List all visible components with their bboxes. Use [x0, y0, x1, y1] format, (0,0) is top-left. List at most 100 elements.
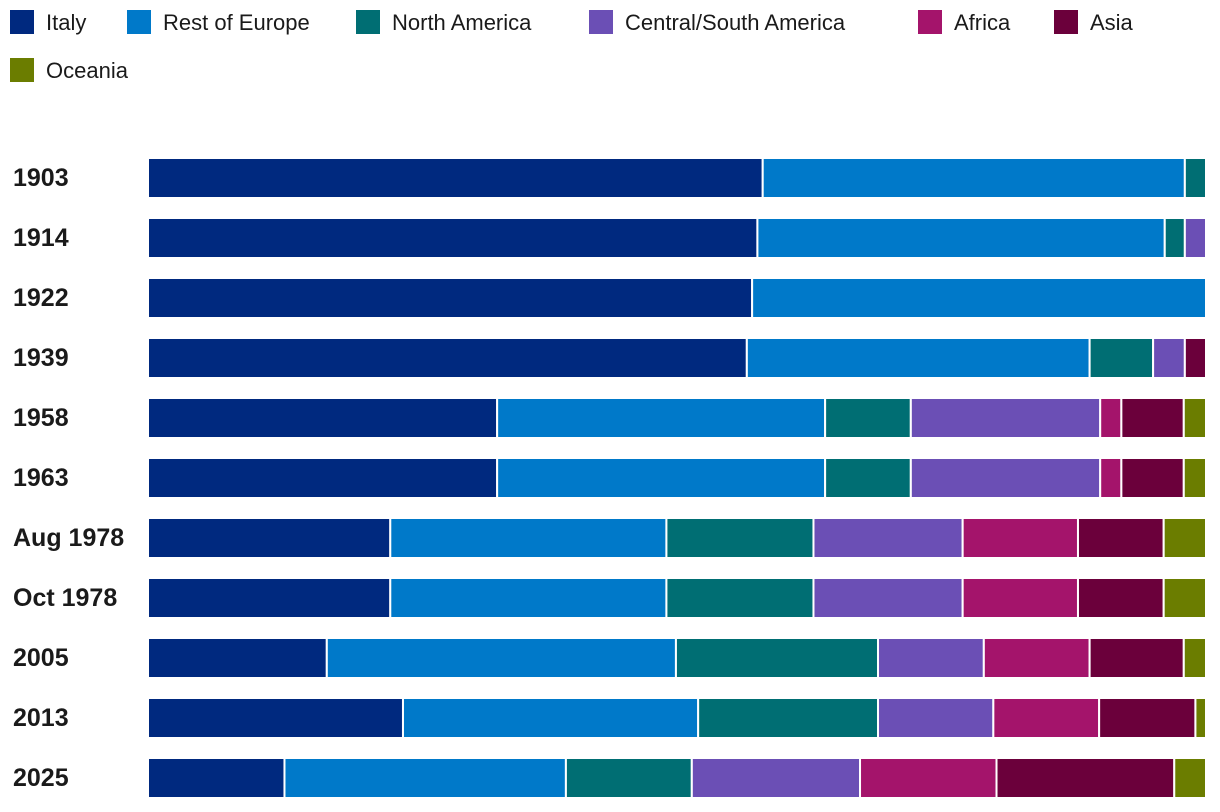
bar-segment-2025-central-south-america — [690, 757, 862, 799]
bar-segment-1914-north-america — [1163, 217, 1186, 259]
bar-segment-1963-africa — [1099, 457, 1123, 499]
bar-segment-2013-italy — [147, 697, 404, 739]
bar-segment-2013-oceania — [1194, 697, 1208, 739]
legend-swatch-central-south-america — [589, 10, 613, 34]
bar-segment-1958-africa — [1099, 397, 1123, 439]
bar-segment-1903-rest-of-europe — [761, 157, 1186, 199]
legend-label-africa: Africa — [954, 10, 1011, 35]
bar-segment-1963-rest-of-europe — [496, 457, 827, 499]
bar-segment-aug-1978-rest-of-europe — [389, 517, 668, 559]
bar-segment-2013-north-america — [697, 697, 880, 739]
legend-item-oceania: Oceania — [10, 58, 129, 83]
legend-item-africa: Africa — [918, 10, 1011, 35]
bar-row-1914 — [147, 217, 1207, 259]
row-label-1939: 1939 — [13, 344, 69, 372]
bar-segment-1903-north-america — [1183, 157, 1207, 199]
bar-segment-2025-asia — [995, 757, 1176, 799]
bar-segment-1958-north-america — [824, 397, 912, 439]
bars — [147, 157, 1208, 799]
row-label-1958: 1958 — [13, 404, 69, 432]
bar-row-2013 — [147, 697, 1208, 739]
legend-swatch-rest-of-europe — [127, 10, 151, 34]
bar-row-aug-1978 — [147, 517, 1208, 559]
bar-segment-2025-rest-of-europe — [283, 757, 567, 799]
legend-item-asia: Asia — [1054, 10, 1134, 35]
bar-segment-2005-asia — [1088, 637, 1185, 679]
bar-segment-aug-1978-italy — [147, 517, 392, 559]
bar-segment-oct-1978-rest-of-europe — [389, 577, 668, 619]
bar-segment-oct-1978-oceania — [1162, 577, 1208, 619]
bar-segment-1914-rest-of-europe — [756, 217, 1166, 259]
bar-segment-2005-rest-of-europe — [325, 637, 677, 679]
legend-swatch-africa — [918, 10, 942, 34]
bar-segment-1914-central-south-america — [1183, 217, 1207, 259]
bar-segment-1939-italy — [147, 337, 748, 379]
bar-segment-1903-italy — [147, 157, 764, 199]
bar-segment-1963-asia — [1120, 457, 1185, 499]
legend-label-italy: Italy — [46, 10, 86, 35]
bar-segment-1922-rest-of-europe — [751, 277, 1207, 319]
row-label-2025: 2025 — [13, 764, 69, 792]
bar-row-1963 — [147, 457, 1208, 499]
bar-segment-2005-north-america — [674, 637, 880, 679]
row-label-1963: 1963 — [13, 464, 69, 492]
legend-label-north-america: North America — [392, 10, 532, 35]
legend-item-rest-of-europe: Rest of Europe — [127, 10, 310, 35]
bar-row-oct-1978 — [147, 577, 1208, 619]
bar-segment-2005-italy — [147, 637, 328, 679]
bar-segment-oct-1978-africa — [961, 577, 1079, 619]
legend-swatch-italy — [10, 10, 34, 34]
bar-segment-1958-italy — [147, 397, 499, 439]
legend-label-asia: Asia — [1090, 10, 1134, 35]
bar-segment-oct-1978-asia — [1076, 577, 1165, 619]
bar-segment-2013-asia — [1098, 697, 1197, 739]
legend-item-central-south-america: Central/South America — [589, 10, 846, 35]
bar-segment-1939-north-america — [1088, 337, 1155, 379]
bar-segment-1958-asia — [1120, 397, 1185, 439]
bar-segment-1939-central-south-america — [1152, 337, 1186, 379]
legend: Italy Rest of Europe North America Central/… — [10, 10, 1134, 83]
bar-segment-1963-oceania — [1182, 457, 1208, 499]
bar-row-2005 — [147, 637, 1208, 679]
row-label-aug-1978: Aug 1978 — [13, 524, 124, 552]
bar-segment-2025-italy — [147, 757, 286, 799]
bar-row-1939 — [147, 337, 1207, 379]
legend-swatch-oceania — [10, 58, 34, 82]
row-label-1922: 1922 — [13, 284, 69, 312]
bar-segment-2025-north-america — [564, 757, 693, 799]
legend-label-central-south-america: Central/South America — [625, 10, 846, 35]
bar-segment-2005-africa — [982, 637, 1091, 679]
bar-segment-aug-1978-africa — [961, 517, 1079, 559]
bar-segment-1958-oceania — [1182, 397, 1208, 439]
bar-segment-1939-rest-of-europe — [745, 337, 1091, 379]
bar-segment-2025-africa — [859, 757, 998, 799]
bar-segment-1958-rest-of-europe — [496, 397, 827, 439]
bar-segment-2013-rest-of-europe — [401, 697, 700, 739]
bar-segment-1922-italy — [147, 277, 754, 319]
bar-segment-2025-oceania — [1173, 757, 1208, 799]
bar-segment-1939-asia — [1183, 337, 1207, 379]
bar-segment-oct-1978-italy — [147, 577, 392, 619]
legend-swatch-north-america — [356, 10, 380, 34]
row-label-oct-1978: Oct 1978 — [13, 584, 117, 612]
bar-row-1922 — [147, 277, 1207, 319]
bar-segment-1958-central-south-america — [909, 397, 1102, 439]
bar-segment-oct-1978-north-america — [665, 577, 815, 619]
row-label-2005: 2005 — [13, 644, 69, 672]
bar-segment-oct-1978-central-south-america — [812, 577, 964, 619]
legend-item-north-america: North America — [356, 10, 532, 35]
legend-item-italy: Italy — [10, 10, 86, 35]
bar-segment-aug-1978-asia — [1076, 517, 1165, 559]
bar-segment-1963-central-south-america — [909, 457, 1102, 499]
bar-segment-2013-africa — [992, 697, 1101, 739]
row-label-1903: 1903 — [13, 164, 69, 192]
bar-segment-1963-north-america — [824, 457, 912, 499]
bar-segment-2005-central-south-america — [877, 637, 985, 679]
row-label-2013: 2013 — [13, 704, 69, 732]
bar-segment-1914-italy — [147, 217, 759, 259]
legend-swatch-asia — [1054, 10, 1078, 34]
bar-segment-2013-central-south-america — [877, 697, 995, 739]
legend-label-oceania: Oceania — [46, 58, 129, 83]
bar-segment-1963-italy — [147, 457, 499, 499]
